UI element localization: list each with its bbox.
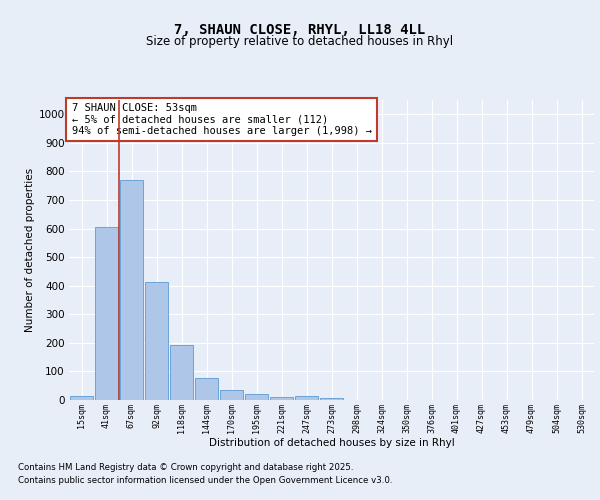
Text: Size of property relative to detached houses in Rhyl: Size of property relative to detached ho…: [146, 35, 454, 48]
Bar: [220, 390, 243, 400]
Text: Contains public sector information licensed under the Open Government Licence v3: Contains public sector information licen…: [18, 476, 392, 485]
Bar: [295, 396, 318, 400]
Text: Contains HM Land Registry data © Crown copyright and database right 2025.: Contains HM Land Registry data © Crown c…: [18, 464, 353, 472]
Bar: [95, 226, 118, 400]
Text: 7 SHAUN CLOSE: 53sqm
← 5% of detached houses are smaller (112)
94% of semi-detac: 7 SHAUN CLOSE: 53sqm ← 5% of detached ho…: [71, 103, 371, 136]
Text: 7, SHAUN CLOSE, RHYL, LL18 4LL: 7, SHAUN CLOSE, RHYL, LL18 4LL: [175, 22, 425, 36]
Bar: [145, 282, 168, 400]
Bar: [70, 396, 93, 400]
Bar: [245, 394, 268, 400]
Bar: [270, 396, 293, 400]
X-axis label: Distribution of detached houses by size in Rhyl: Distribution of detached houses by size …: [209, 438, 454, 448]
Bar: [170, 345, 193, 400]
Y-axis label: Number of detached properties: Number of detached properties: [25, 168, 35, 332]
Bar: [195, 378, 218, 400]
Bar: [120, 180, 143, 400]
Bar: [320, 398, 343, 400]
